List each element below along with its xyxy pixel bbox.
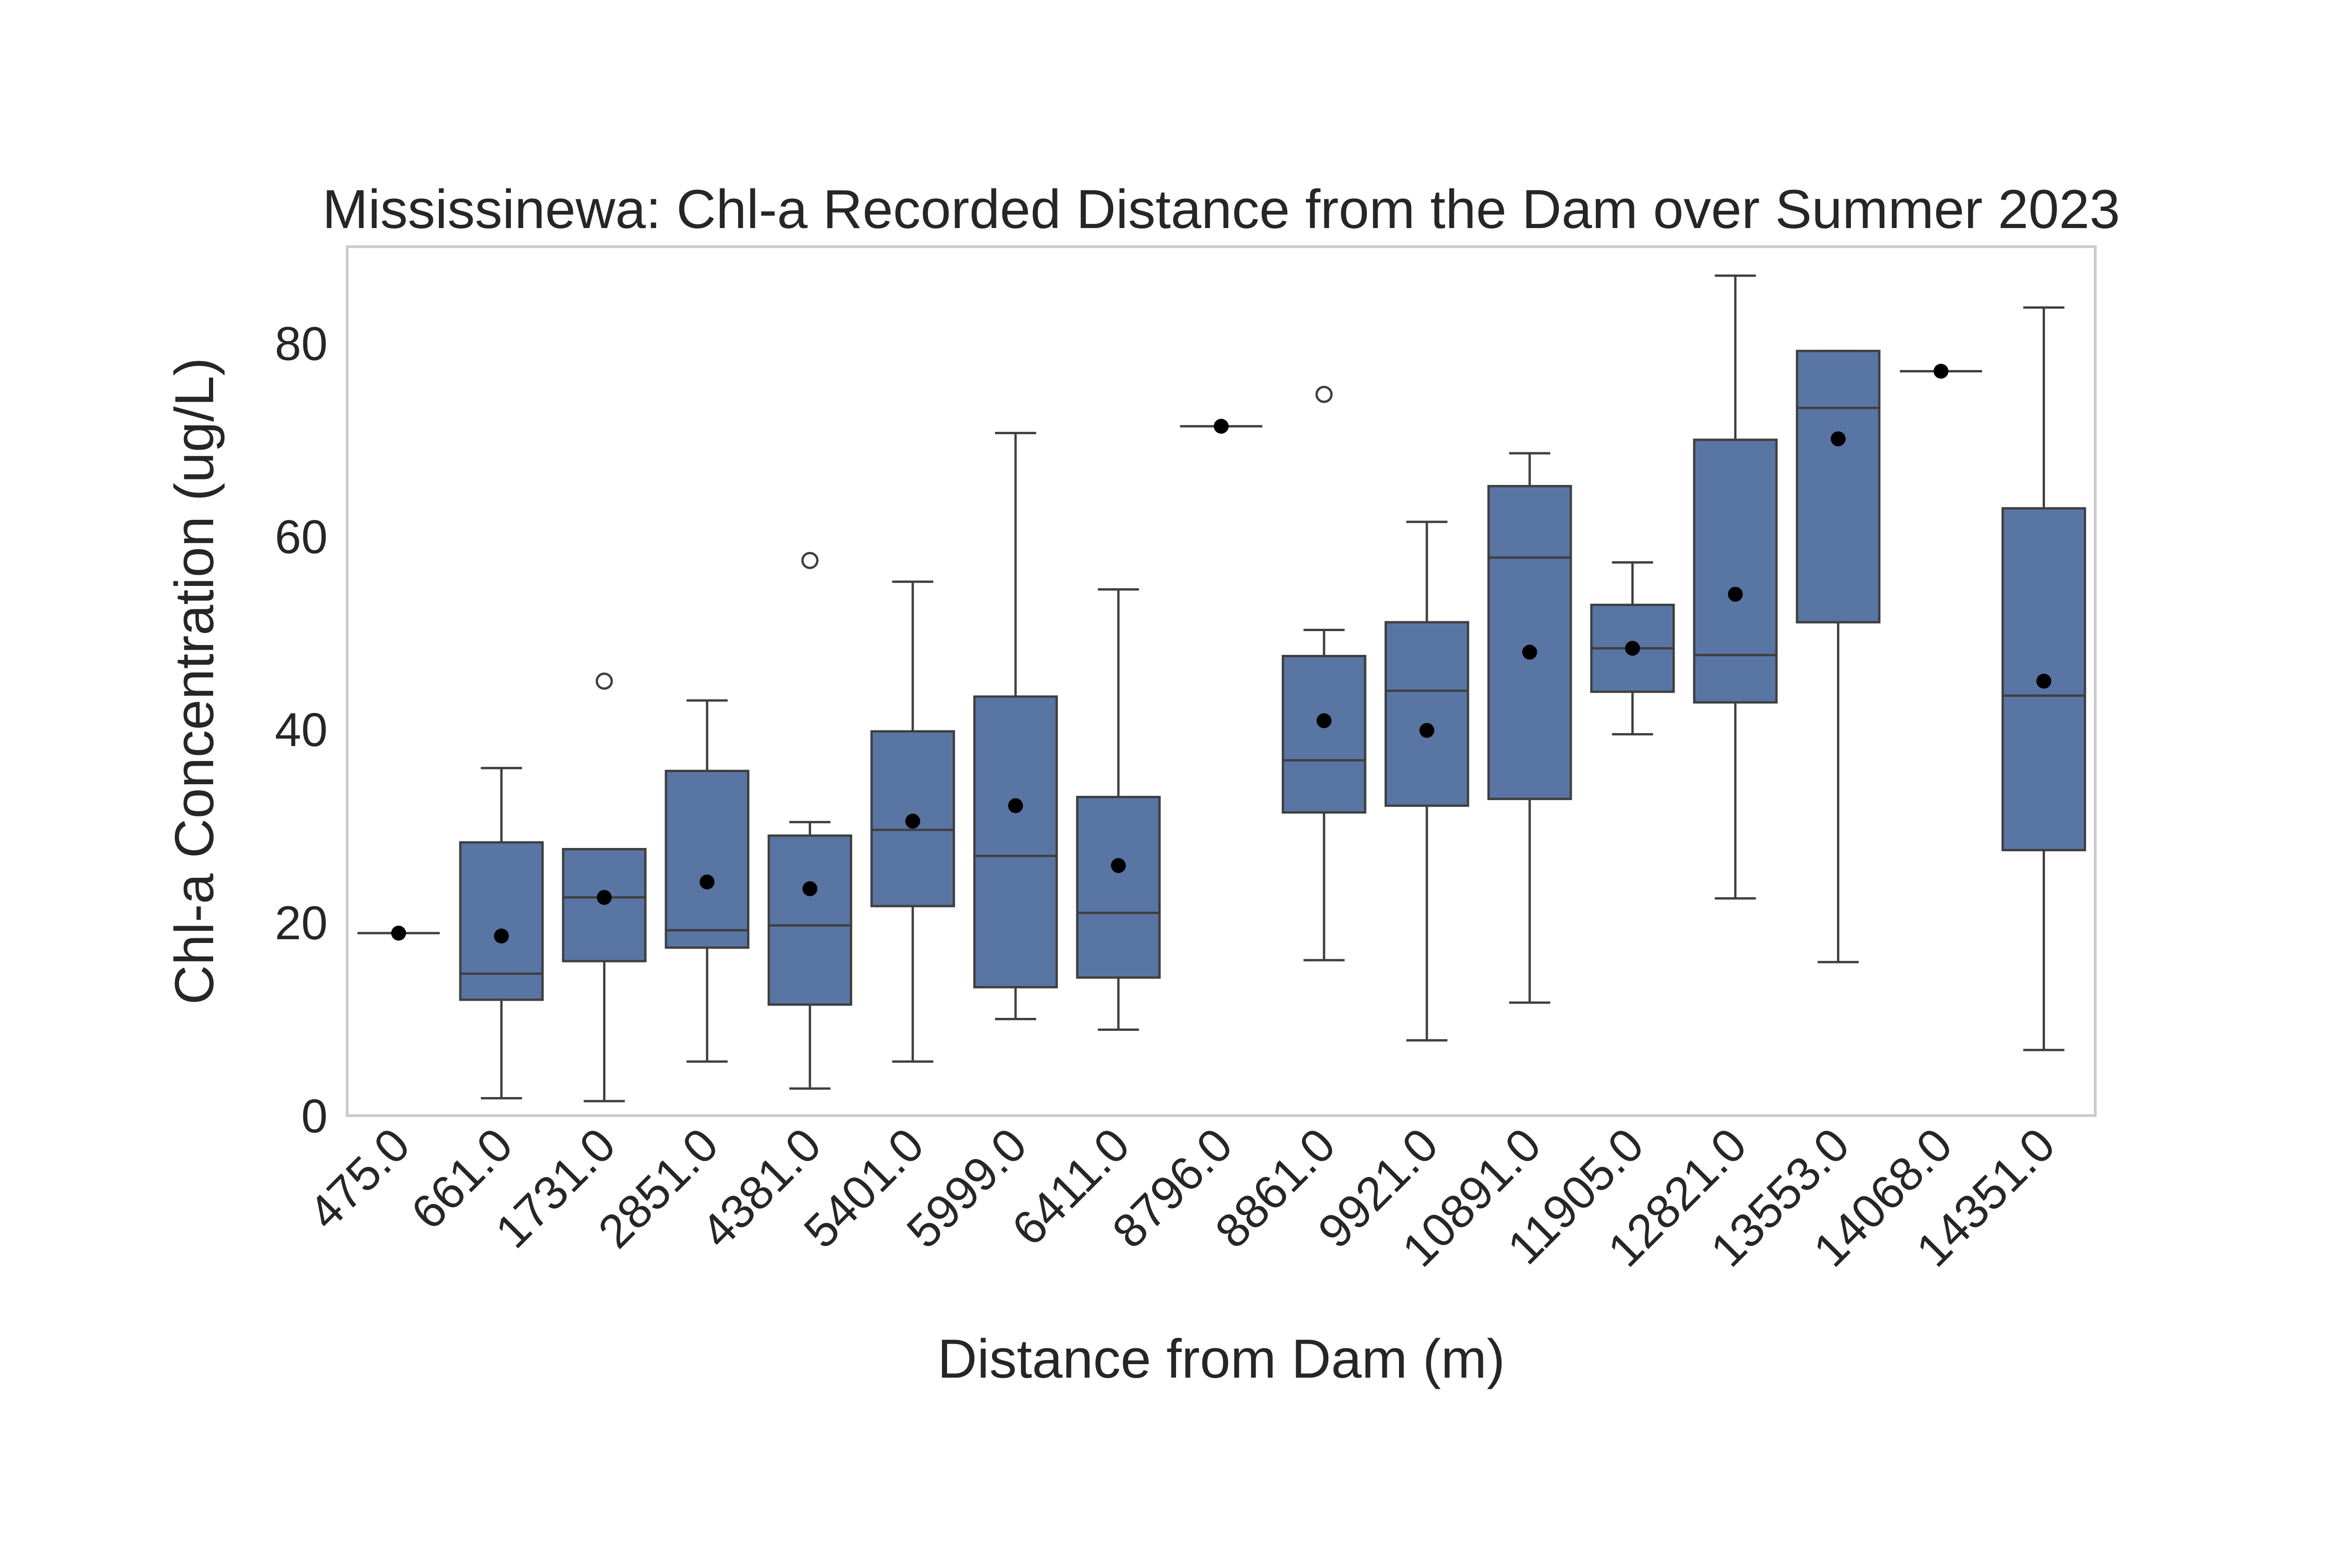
mean-point — [1008, 798, 1023, 814]
box-iqr — [562, 848, 647, 962]
box-group — [562, 673, 647, 1103]
box-iqr — [459, 841, 544, 1001]
box-group — [1076, 588, 1161, 1031]
mean-point — [597, 890, 612, 905]
box-group — [1590, 561, 1675, 736]
chart-title: Mississinewa: Chl-a Recorded Distance fr… — [323, 179, 2120, 240]
outlier-point — [1315, 385, 1333, 403]
box-iqr — [1282, 655, 1366, 814]
mean-point — [1214, 418, 1229, 434]
mean-point — [391, 925, 406, 941]
mean-point — [1316, 713, 1332, 728]
y-tick-label: 60 — [275, 510, 328, 563]
box-group — [973, 431, 1058, 1021]
mean-point — [1419, 723, 1434, 738]
y-tick-label: 0 — [301, 1090, 328, 1143]
box-iqr — [1796, 350, 1881, 624]
y-tick-label: 20 — [275, 896, 328, 949]
box-series — [357, 274, 2086, 1103]
box-group — [357, 925, 440, 941]
y-tick-label: 40 — [275, 703, 328, 756]
box-group — [665, 699, 750, 1063]
outlier-point — [595, 673, 613, 690]
plot-area-frame — [346, 245, 2097, 1117]
y-tick-label: 80 — [275, 317, 328, 370]
box-group — [1900, 363, 1982, 379]
mean-point — [905, 814, 921, 829]
outlier-point — [801, 552, 819, 569]
mean-point — [494, 929, 509, 944]
box-group — [2001, 306, 2086, 1051]
box-group — [1796, 350, 1881, 963]
mean-point — [1111, 858, 1126, 873]
mean-point — [1522, 645, 1537, 660]
box-group — [1180, 418, 1263, 434]
box-group — [870, 580, 955, 1063]
box-group — [1385, 520, 1469, 1042]
box-iqr — [665, 769, 750, 949]
mean-point — [2036, 673, 2051, 689]
box-group — [1487, 452, 1572, 1004]
box-group — [1693, 274, 1778, 900]
mean-point — [1830, 431, 1846, 446]
box-group — [767, 552, 853, 1090]
mean-point — [699, 874, 715, 889]
box-iqr — [1693, 438, 1778, 704]
x-axis-label: Distance from Dam (m) — [937, 1328, 1505, 1390]
mean-point — [1933, 363, 1949, 379]
box-iqr — [973, 695, 1058, 989]
box-iqr — [767, 834, 853, 1006]
mean-point — [1625, 640, 1640, 656]
box-iqr — [1385, 621, 1469, 807]
box-group — [459, 767, 544, 1100]
box-group — [1282, 385, 1366, 962]
box-iqr — [1076, 795, 1161, 979]
mean-point — [1728, 586, 1743, 602]
box-iqr — [1487, 485, 1572, 801]
y-axis-ticks: 0 20 40 60 80 — [275, 317, 328, 1143]
mean-point — [802, 881, 818, 896]
y-axis-label: Chl-a Concentration (ug/L) — [164, 357, 225, 1004]
